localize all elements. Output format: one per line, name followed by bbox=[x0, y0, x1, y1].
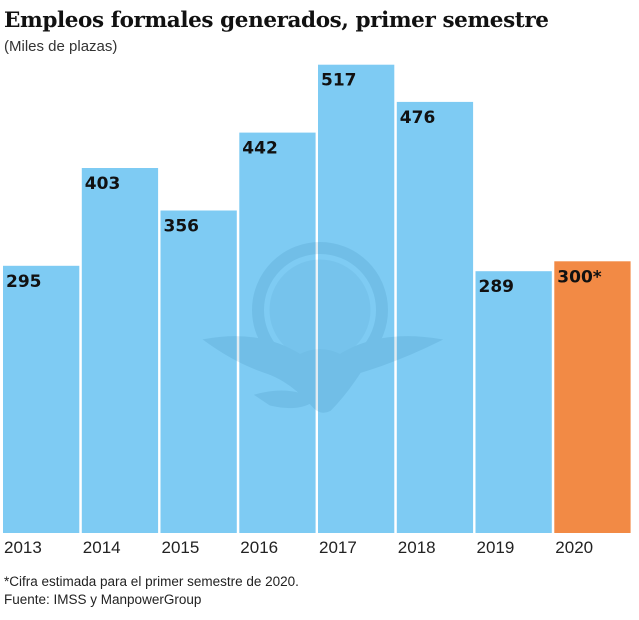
footnote-source: Fuente: IMSS y ManpowerGroup bbox=[4, 592, 202, 607]
bars-group bbox=[3, 64, 631, 534]
data-label-2019: 289 bbox=[479, 277, 515, 297]
x-tick-label-2017: 2017 bbox=[319, 538, 357, 557]
bar-2020 bbox=[554, 261, 631, 533]
chart-title: Empleos formales generados, primer semes… bbox=[4, 8, 549, 33]
globe-eagle-logo-icon bbox=[202, 242, 444, 413]
data-label-2016: 442 bbox=[242, 139, 277, 159]
data-label-2013: 295 bbox=[6, 272, 42, 292]
data-label-2014: 403 bbox=[85, 174, 121, 194]
x-tick-label-2019: 2019 bbox=[477, 538, 515, 557]
bar-2015 bbox=[160, 210, 237, 533]
data-labels-group: 295 403 356 442 517 476 289 300* bbox=[6, 71, 602, 298]
data-label-2020: 300* bbox=[557, 267, 601, 287]
bar-2016 bbox=[239, 132, 316, 533]
x-tick-label-2016: 2016 bbox=[240, 538, 278, 557]
bar-2014 bbox=[81, 168, 159, 533]
x-tick-label-2013: 2013 bbox=[4, 538, 42, 557]
footnote-estimate: *Cifra estimada para el primer semestre … bbox=[4, 574, 299, 589]
data-label-2015: 356 bbox=[164, 217, 200, 237]
bar-2019 bbox=[475, 271, 552, 533]
x-tick-label-2018: 2018 bbox=[398, 538, 436, 557]
bar-2013 bbox=[3, 265, 80, 533]
data-label-2018: 476 bbox=[400, 108, 436, 128]
chart-subtitle: (Miles de plazas) bbox=[4, 38, 118, 55]
x-tick-label-2020: 2020 bbox=[555, 538, 593, 557]
x-tick-label-2014: 2014 bbox=[83, 538, 121, 557]
x-tick-label-2015: 2015 bbox=[162, 538, 200, 557]
bar-2018 bbox=[396, 101, 474, 534]
data-label-2017: 517 bbox=[321, 71, 357, 91]
x-tick-labels-group: 2013 2014 2015 2016 2017 2018 2019 2020 bbox=[4, 538, 593, 557]
bar-2017 bbox=[318, 64, 395, 533]
